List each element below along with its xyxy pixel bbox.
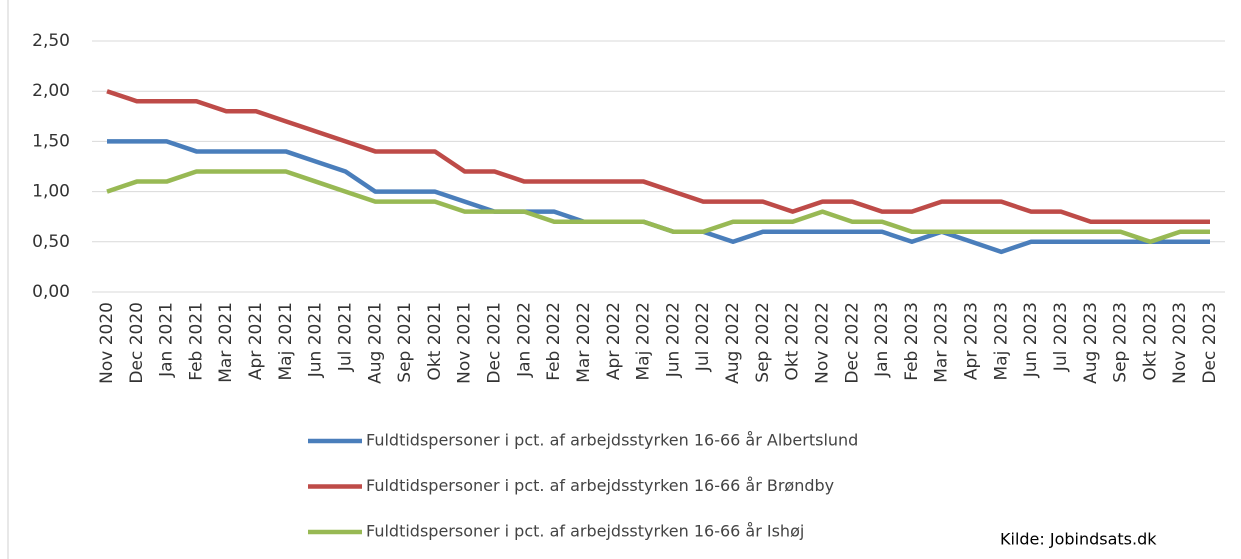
x-tick-label: Dec 2023 bbox=[1200, 302, 1220, 384]
x-tick-label: Dec 2020 bbox=[127, 302, 147, 384]
x-tick-label: Mar 2021 bbox=[216, 302, 236, 383]
series-line bbox=[106, 169, 1210, 245]
series-line bbox=[106, 89, 1210, 224]
x-tick-label: Apr 2022 bbox=[604, 302, 624, 380]
x-tick-label: Jan 2021 bbox=[157, 302, 177, 378]
x-tick-label: Jul 2021 bbox=[335, 302, 355, 372]
x-tick-label: Nov 2020 bbox=[97, 302, 117, 384]
legend-label: Fuldtidspersoner i pct. af arbejdsstyrke… bbox=[366, 431, 858, 450]
source: Kilde: Jobindsats.dk bbox=[1000, 530, 1157, 549]
x-tick-label: Jul 2022 bbox=[693, 302, 713, 372]
x-tick-label: Jul 2023 bbox=[1051, 302, 1071, 372]
x-tick-label: Apr 2021 bbox=[246, 302, 266, 380]
x-tick-label: Jan 2022 bbox=[514, 302, 534, 378]
x-tick-label: Apr 2023 bbox=[962, 302, 982, 380]
x-tick-label: Aug 2022 bbox=[723, 302, 743, 384]
x-tick-label: Nov 2023 bbox=[1170, 302, 1190, 384]
x-tick-label: Aug 2021 bbox=[365, 302, 385, 384]
series-line bbox=[107, 139, 1210, 255]
legend-label: Fuldtidspersoner i pct. af arbejdsstyrke… bbox=[366, 476, 834, 495]
x-tick-label: Okt 2022 bbox=[783, 302, 803, 381]
y-tick-label: 0,50 bbox=[32, 232, 70, 252]
x-tick-label: Jan 2023 bbox=[872, 302, 892, 378]
x-tick-label: Sep 2021 bbox=[395, 302, 415, 383]
y-tick-label: 0,00 bbox=[32, 282, 70, 302]
x-tick-label: Maj 2023 bbox=[991, 302, 1011, 380]
x-tick-label: Jun 2022 bbox=[663, 302, 683, 378]
y-tick-label: 1,00 bbox=[32, 182, 70, 202]
x-tick-label: Sep 2023 bbox=[1111, 302, 1131, 383]
x-tick-label: Dec 2022 bbox=[842, 302, 862, 384]
x-tick-label: Nov 2022 bbox=[812, 302, 832, 384]
x-tick-label: Sep 2022 bbox=[753, 302, 773, 383]
x-tick-label: Maj 2021 bbox=[276, 302, 296, 380]
x-tick-label: Feb 2022 bbox=[544, 302, 564, 381]
x-tick-label: Nov 2021 bbox=[455, 302, 475, 384]
x-tick-label: Jun 2021 bbox=[306, 302, 326, 378]
x-tick-label: Okt 2023 bbox=[1140, 302, 1160, 381]
x-tick-label: Maj 2022 bbox=[634, 302, 654, 380]
y-tick-label: 2,50 bbox=[32, 31, 70, 51]
x-tick-label: Mar 2022 bbox=[574, 302, 594, 383]
y-tick-label: 1,50 bbox=[32, 131, 70, 151]
x-tick-label: Jun 2023 bbox=[1021, 302, 1041, 378]
legend-label: Fuldtidspersoner i pct. af arbejdsstyrke… bbox=[366, 522, 804, 541]
x-tick-label: Aug 2023 bbox=[1081, 302, 1101, 384]
x-tick-label: Mar 2023 bbox=[932, 302, 952, 383]
x-tick-label: Feb 2023 bbox=[902, 302, 922, 381]
x-tick-label: Feb 2021 bbox=[186, 302, 206, 381]
x-tick-label: Okt 2021 bbox=[425, 302, 445, 381]
x-tick-label: Dec 2021 bbox=[485, 302, 505, 384]
y-tick-label: 2,00 bbox=[32, 81, 70, 101]
